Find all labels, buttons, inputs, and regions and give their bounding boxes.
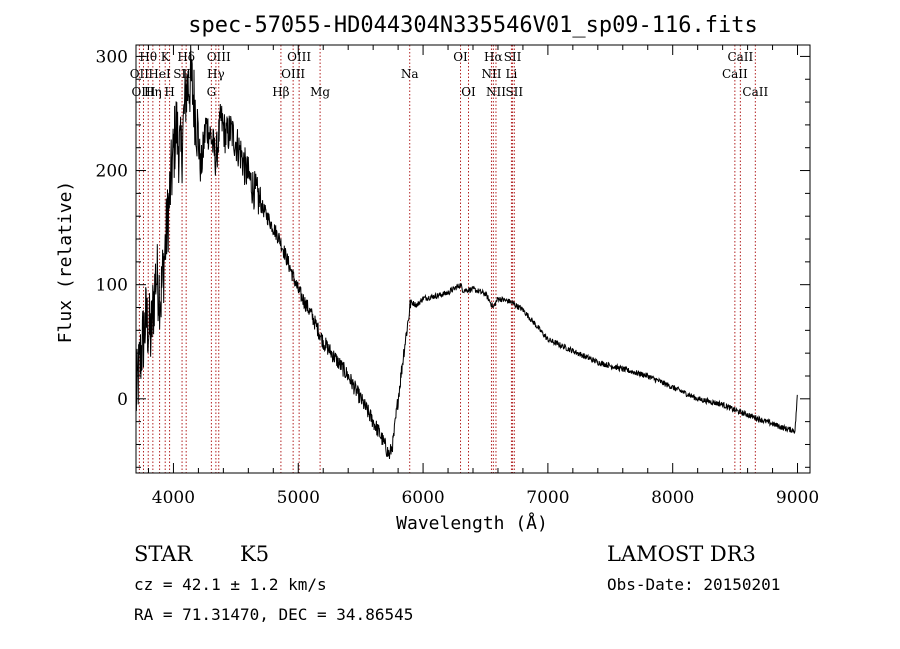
spectrum-line: [135, 44, 798, 460]
line-label-1: K: [161, 50, 171, 64]
line-label-27: CaII: [742, 85, 768, 99]
line-label-25: CaII: [727, 50, 753, 64]
line-label-0: Hθ: [139, 50, 157, 64]
y-axis-ticks: 0 100 200 300: [96, 47, 810, 468]
obs-date: Obs-Date: 20150201: [607, 575, 780, 594]
line-label-14: OIII: [281, 67, 305, 81]
line-label-6: OIII: [131, 85, 155, 99]
line-label-3: OII: [130, 67, 150, 81]
line-label-10: Hγ: [207, 67, 225, 81]
y-tick-label: 0: [117, 390, 128, 410]
line-label-13: OIII: [287, 50, 311, 64]
object-subclass: K5: [240, 542, 269, 566]
line-label-9: OIII: [207, 50, 231, 64]
x-axis-ticks: 4000 5000 6000 7000 8000 9000: [147, 45, 819, 508]
line-label-22: Li: [506, 67, 518, 81]
x-tick-label: 4000: [152, 488, 195, 508]
object-class: STAR: [134, 542, 193, 566]
line-label-4: HeI: [148, 67, 171, 81]
line-label-16: Na: [401, 67, 419, 81]
line-label-19: Hα: [484, 50, 503, 64]
x-axis-label: Wavelength (Å): [396, 512, 548, 534]
line-label-23: NII: [486, 85, 506, 99]
line-label-11: G: [207, 85, 217, 99]
line-label-20: SII: [504, 50, 522, 64]
line-label-15: Mg: [310, 85, 330, 99]
y-tick-label: 300: [96, 47, 128, 67]
y-axis-label: Flux (relative): [55, 181, 76, 344]
line-label-12: Hβ: [272, 85, 289, 99]
x-tick-label: 9000: [776, 488, 819, 508]
line-label-26: CaII: [722, 67, 748, 81]
spectral-line-markers: [138, 45, 756, 473]
line-label-8: H: [164, 85, 174, 99]
x-tick-label: 7000: [526, 488, 569, 508]
y-tick-label: 200: [96, 162, 128, 182]
survey-name: LAMOST DR3: [607, 542, 756, 566]
x-tick-label: 5000: [277, 488, 320, 508]
x-tick-label: 6000: [401, 488, 444, 508]
plot-frame: [135, 44, 811, 474]
spectrum-series: [135, 44, 798, 460]
line-label-7: Hη: [144, 85, 162, 99]
line-label-17: OI: [453, 50, 468, 64]
line-label-18: OI: [461, 85, 476, 99]
chart-title: spec-57055-HD044304N335546V01_sp09-116.f…: [188, 13, 758, 38]
coordinates: RA = 71.31470, DEC = 34.86545: [134, 605, 413, 624]
line-label-21: NII: [481, 67, 501, 81]
x-tick-label: 8000: [651, 488, 694, 508]
redshift-cz: cz = 42.1 ± 1.2 km/s: [134, 575, 327, 594]
line-label-24: SII: [505, 85, 523, 99]
y-tick-label: 100: [96, 276, 128, 296]
